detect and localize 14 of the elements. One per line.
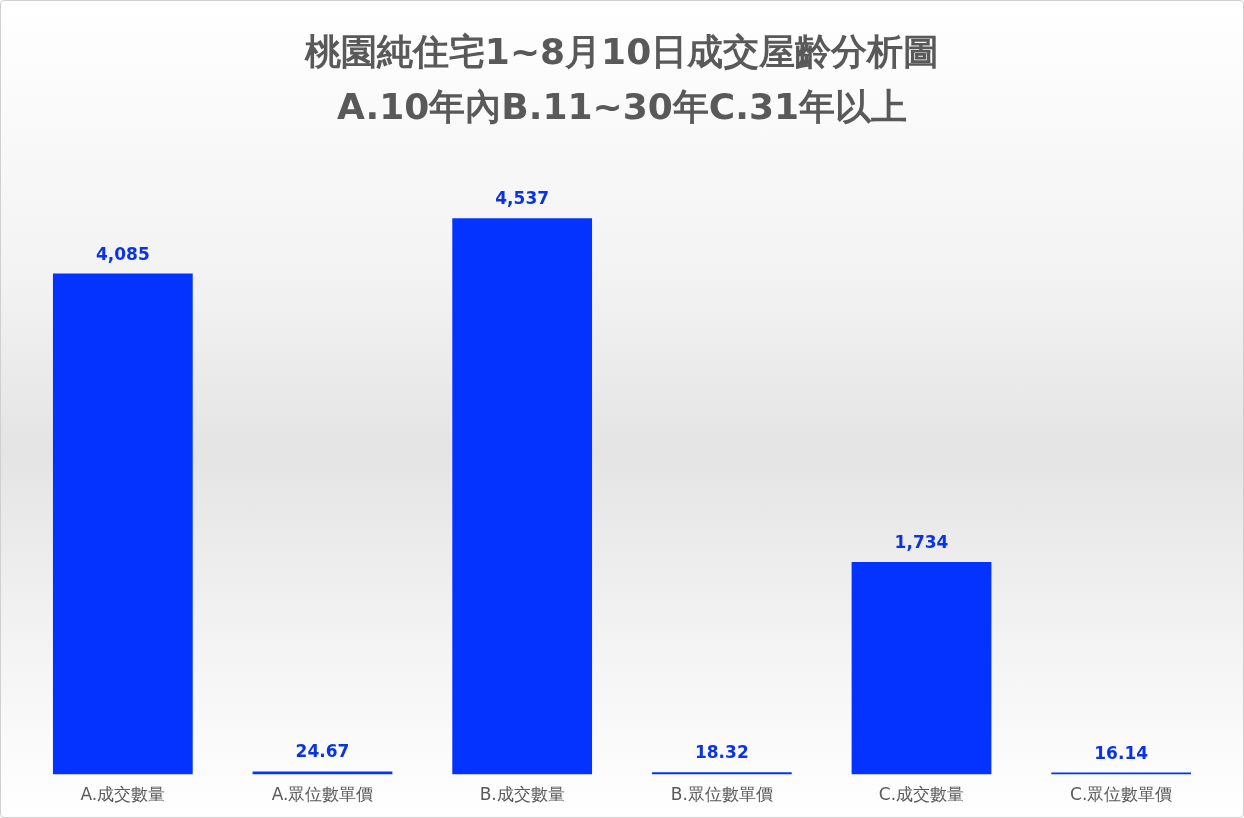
x-tick-label: C.成交數量: [878, 784, 965, 805]
data-label: 18.32: [694, 742, 749, 763]
data-label: 4,085: [95, 243, 150, 264]
x-tick-label: A.眾位數單價: [271, 784, 374, 805]
data-label: 24.67: [295, 741, 350, 762]
data-label: 1,734: [894, 531, 949, 552]
data-label: 4,537: [495, 188, 550, 209]
x-tick-label: A.成交數量: [80, 784, 166, 805]
data-label: 16.14: [1094, 742, 1149, 763]
chart-title: 桃園純住宅1~8月10日成交屋齡分析圖: [303, 30, 940, 72]
x-tick-label: B.眾位數單價: [670, 784, 773, 805]
chart-subtitle: A.10年內B.11~30年C.31年以上: [337, 86, 907, 128]
x-tick-label: C.眾位數單價: [1070, 784, 1173, 805]
x-tick-label: B.成交數量: [479, 784, 565, 805]
